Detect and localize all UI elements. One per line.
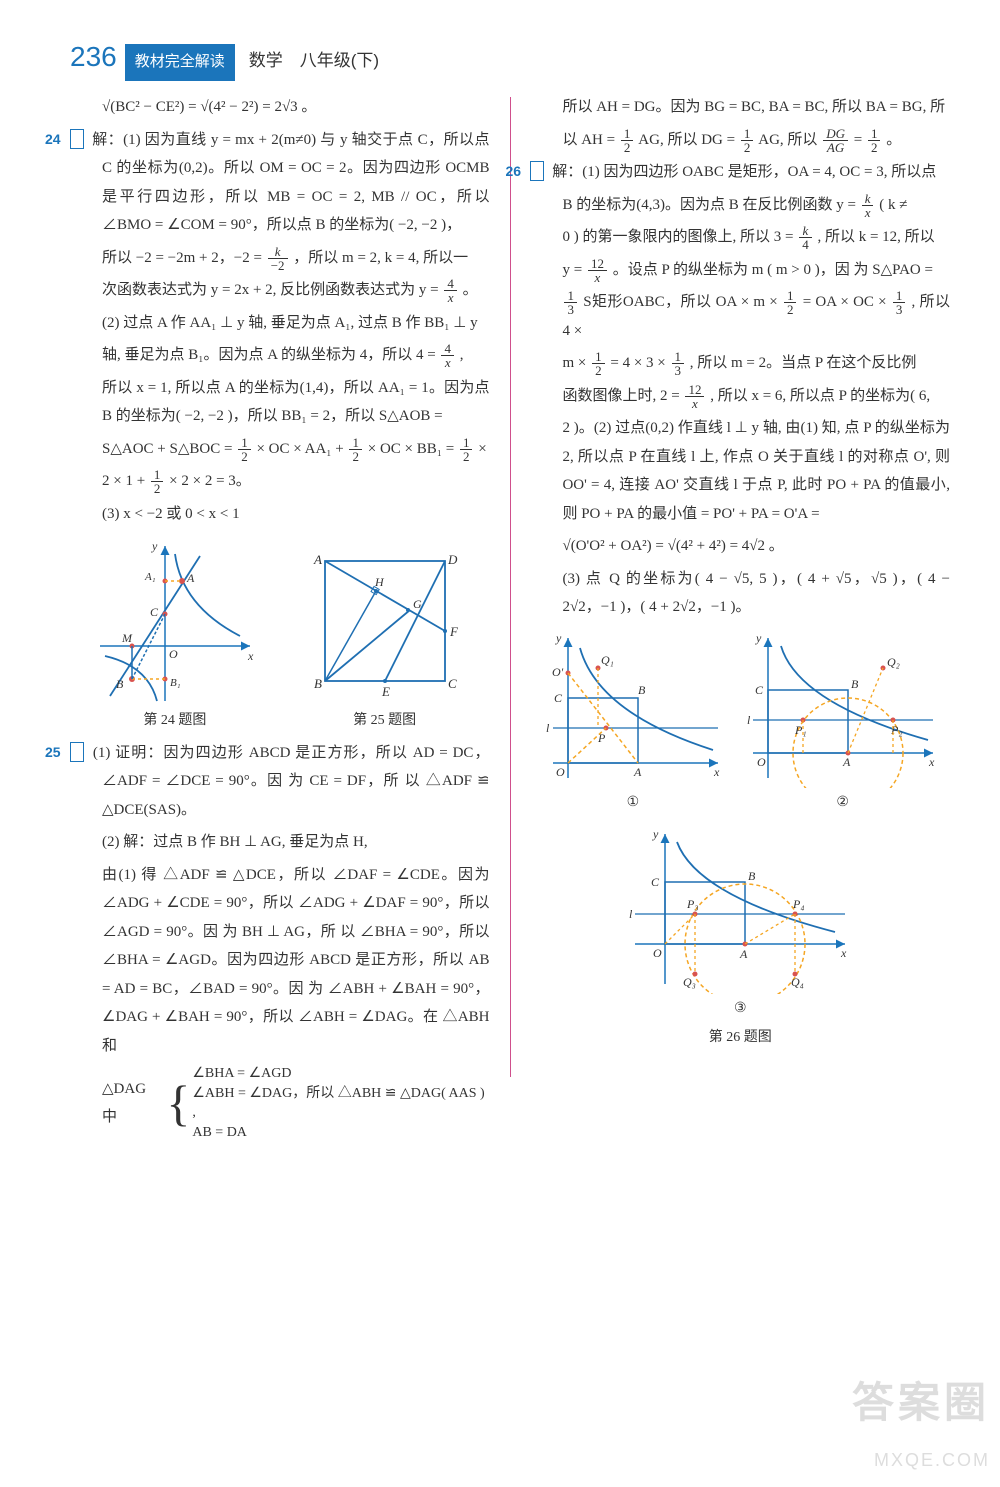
figure-26-1: x y O B C A O' l: [538, 628, 728, 788]
text-line: y = 12x 。设点 P 的纵坐标为 m ( m > 0 )，因 为 S△PA…: [530, 256, 950, 285]
svg-text:C: C: [755, 683, 764, 697]
text-line: 轴, 垂足为点 B₁。因为点 A 的纵坐标为 4，所以 4 = 4x ,: [70, 341, 490, 370]
text-line: 由(1) 得 △ADF ≌ △DCE，所以 ∠DAF = ∠CDE。因为 ∠AD…: [70, 861, 490, 1061]
svg-text:C: C: [651, 875, 660, 889]
svg-text:B: B: [638, 683, 646, 697]
text-line: 所以 AH = DG。因为 BG = BC, BA = BC, 所以 BA = …: [530, 93, 950, 122]
svg-text:y: y: [151, 539, 158, 553]
svg-text:G: G: [413, 597, 422, 611]
watermark: 答案圈 MXQE.COM: [852, 1363, 990, 1477]
text-line: 以 AH = 12 AG, 所以 DG = 12 AG, 所以 DGAG = 1…: [530, 126, 950, 155]
svg-text:A: A: [313, 552, 322, 567]
sub-figure-label: ①: [538, 790, 728, 817]
figure-caption: 第 26 题图: [625, 1025, 855, 1052]
figure-26-3: x y O B C A l: [625, 824, 855, 994]
svg-text:y: y: [555, 631, 562, 645]
text-line: m × 12 = 4 × 3 × 13 , 所以 m = 2。当点 P 在这个反…: [530, 349, 950, 378]
sub-figure-label: ②: [743, 790, 943, 817]
text-line: 次函数表达式为 y = 2x + 2, 反比例函数表达式为 y = 4x 。: [70, 276, 490, 305]
text-line: 0 ) 的第一象限内的图像上, 所以 3 = k4 , 所以 k = 12, 所…: [530, 223, 950, 252]
svg-text:A: A: [186, 571, 195, 585]
svg-text:Q₃: Q₃: [683, 975, 696, 989]
text-line: 13 S矩形OABC，所以 OA × m × 12 = OA × OC × 13…: [530, 288, 950, 345]
left-column: √(BC² − CE²) = √(4² − 2²) = 2√3 。 24 解：(…: [70, 93, 490, 1142]
svg-text:F: F: [449, 624, 459, 639]
text-line: (3) x < −2 或 0 < x < 1: [70, 500, 490, 529]
svg-text:E: E: [381, 684, 390, 699]
svg-text:y: y: [755, 631, 762, 645]
svg-text:A: A: [842, 755, 851, 769]
text-line: 函数图像上时, 2 = 12x , 所以 x = 6, 所以点 P 的坐标为( …: [530, 382, 950, 411]
text-line: (2) 过点 A 作 AA₁ ⊥ y 轴, 垂足为点 A₁, 过点 B 作 BB…: [70, 309, 490, 338]
question-block: 26 解：(1) 因为四边形 OABC 是矩形，OA = 4, OC = 3, …: [530, 158, 950, 187]
svg-text:O': O': [552, 665, 564, 679]
svg-text:A: A: [633, 765, 642, 779]
svg-text:B: B: [851, 677, 859, 691]
text-line: 所以 x = 1, 所以点 A 的坐标为(1,4)，所以 AA₁ = 1。因为点…: [70, 374, 490, 431]
question-number: 24: [70, 129, 84, 149]
svg-text:P₄: P₄: [792, 897, 805, 911]
svg-text:C: C: [554, 691, 563, 705]
figures-row: x y O A A₁: [70, 536, 490, 735]
svg-text:B: B: [116, 677, 124, 691]
text-line: 2 × 1 + 12 × 2 × 2 = 3。: [70, 467, 490, 496]
text-line: B 的坐标为(4,3)。因为点 B 在反比例函数 y = kx ( k ≠: [530, 191, 950, 220]
svg-text:x: x: [247, 649, 254, 663]
page-header: 236 教材完全解读 数学 八年级(下): [70, 30, 950, 83]
question-number: 25: [70, 742, 84, 762]
svg-text:l: l: [546, 721, 550, 735]
svg-text:C: C: [448, 676, 457, 691]
question-block: 25 (1) 证明：因为四边形 ABCD 是正方形，所以 AD = DC，∠AD…: [70, 739, 490, 825]
svg-text:Q₁: Q₁: [601, 653, 614, 667]
figure-25: A D B C E F G: [300, 536, 470, 706]
svg-text:M: M: [121, 631, 133, 645]
svg-text:x: x: [928, 755, 935, 769]
svg-text:P₃: P₃: [686, 897, 699, 911]
right-column: 所以 AH = DG。因为 BG = BC, BA = BC, 所以 BA = …: [530, 93, 950, 1142]
text-line: 所以 −2 = −2m + 2，−2 = k−2 ，所以 m = 2, k = …: [70, 244, 490, 273]
svg-text:C: C: [150, 605, 159, 619]
text-line: (3) 点 Q 的坐标为( 4 − √5, 5 )，( 4 + √5，√5 )，…: [530, 565, 950, 622]
text-line: (2) 解：过点 B 作 BH ⊥ AG, 垂足为点 H,: [70, 828, 490, 857]
column-divider: [510, 97, 511, 1077]
figure-26-2: x y O B C A l: [743, 628, 943, 788]
text-line: √(O'O² + OA²) = √(4² + 4²) = 4√2 。: [530, 532, 950, 561]
text-line: S△AOC + S△BOC = 12 × OC × AA₁ + 12 × OC …: [70, 435, 490, 464]
svg-text:B: B: [748, 869, 756, 883]
svg-text:O: O: [556, 765, 565, 779]
svg-text:Q₄: Q₄: [791, 975, 804, 989]
svg-text:l: l: [629, 907, 633, 921]
svg-text:y: y: [652, 827, 659, 841]
svg-text:A₁: A₁: [144, 571, 156, 583]
question-block: 24 解：(1) 因为直线 y = mx + 2(m≠0) 与 y 轴交于点 C…: [70, 126, 490, 240]
svg-text:Q₂: Q₂: [887, 655, 900, 669]
svg-text:x: x: [840, 946, 847, 960]
svg-text:B₁: B₁: [170, 677, 181, 689]
page-number: 236: [70, 30, 117, 83]
svg-text:O: O: [653, 946, 662, 960]
question-number: 26: [530, 161, 544, 181]
watermark-text: 答案圈: [852, 1363, 990, 1443]
svg-text:D: D: [447, 552, 458, 567]
text-line: √(BC² − CE²) = √(4² − 2²) = 2√3 。: [70, 93, 490, 122]
text-line: 2 )。(2) 过点(0,2) 作直线 l ⊥ y 轴, 由(1) 知, 点 P…: [530, 414, 950, 528]
figures-grid: x y O B C A O' l: [530, 628, 950, 1052]
series-badge: 教材完全解读: [125, 44, 235, 81]
figure-caption: 第 25 题图: [300, 708, 470, 735]
svg-text:A: A: [739, 947, 748, 961]
svg-text:l: l: [747, 713, 751, 727]
sub-figure-label: ③: [625, 996, 855, 1023]
svg-text:P₂: P₂: [890, 723, 903, 737]
brace-system: △DAG 中 { ∠BHA = ∠AGD ∠ABH = ∠DAG，所以 △ABH…: [70, 1064, 490, 1142]
svg-text:B: B: [314, 676, 322, 691]
svg-text:P₁: P₁: [794, 723, 807, 737]
svg-text:O: O: [757, 755, 766, 769]
figure-24: x y O A A₁: [90, 536, 260, 706]
watermark-url: MXQE.COM: [852, 1443, 990, 1477]
svg-text:O: O: [169, 647, 178, 661]
subject-label: 数学 八年级(下): [249, 45, 379, 77]
figure-caption: 第 24 题图: [90, 708, 260, 735]
svg-text:x: x: [713, 765, 720, 779]
